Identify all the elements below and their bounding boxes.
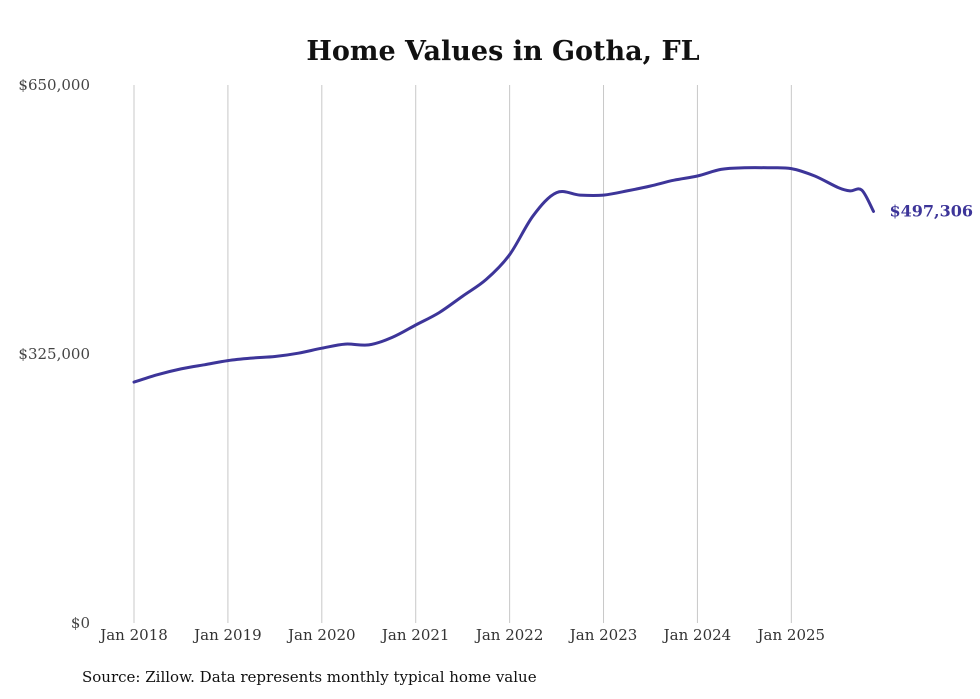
- x-tick-label: Jan 2019: [192, 626, 262, 644]
- x-tick-label: Jan 2024: [662, 626, 732, 644]
- series-line: [132, 166, 875, 384]
- x-tick-label: Jan 2018: [98, 626, 168, 644]
- y-tick-label: $0: [71, 614, 90, 632]
- y-tick-label: $325,000: [18, 345, 90, 363]
- x-tick-label: Jan 2025: [756, 626, 826, 644]
- x-tick-label: Jan 2021: [380, 626, 450, 644]
- y-axis: $0 $325,000 $650,000: [18, 76, 90, 632]
- x-tick-label: Jan 2020: [286, 626, 356, 644]
- grid-layer: [133, 85, 792, 623]
- y-tick-label: $650,000: [18, 76, 90, 94]
- x-tick-label: Jan 2023: [568, 626, 638, 644]
- chart-title: Home Values in Gotha, FL: [306, 36, 699, 67]
- end-value-label: $497,306: [890, 201, 974, 220]
- series-layer: $497,306: [132, 166, 974, 384]
- source-note: Source: Zillow. Data represents monthly …: [82, 668, 537, 686]
- x-axis: Jan 2018 Jan 2019 Jan 2020 Jan 2021 Jan 2022…: [98, 626, 825, 644]
- x-tick-label: Jan 2022: [474, 626, 544, 644]
